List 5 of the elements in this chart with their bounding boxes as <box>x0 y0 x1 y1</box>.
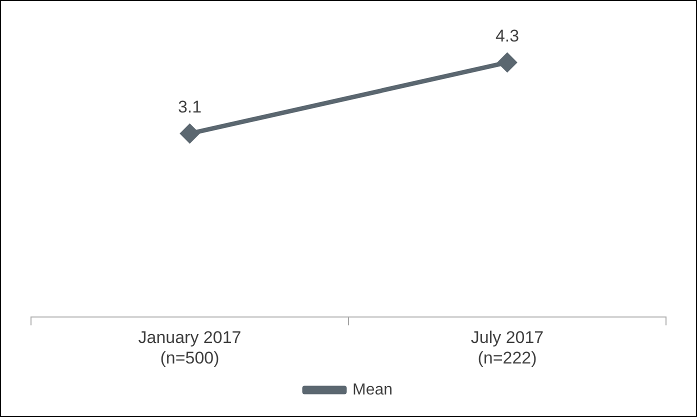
x-tick-label: July 2017 (n=222) <box>470 328 544 368</box>
data-label: 3.1 <box>178 98 202 117</box>
x-tick-label: January 2017 (n=500) <box>138 328 242 368</box>
legend-label: Mean <box>352 381 393 398</box>
data-label: 4.3 <box>495 26 520 46</box>
